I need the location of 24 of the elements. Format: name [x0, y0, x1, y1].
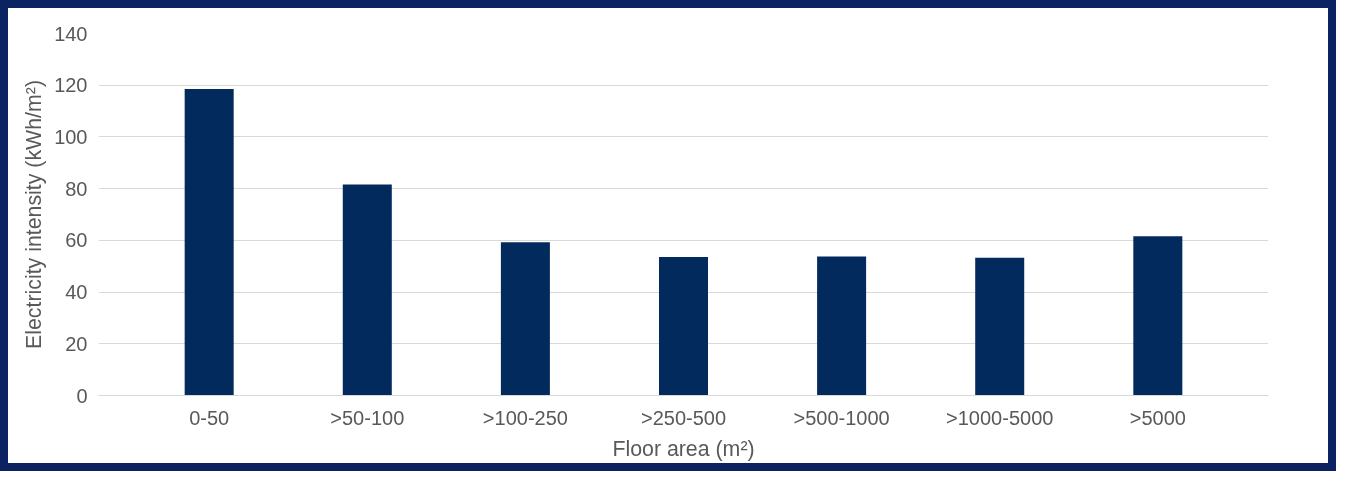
x-tick-label: 0-50 [189, 406, 230, 429]
x-tick-label: >250-500 [640, 406, 727, 429]
y-tick-label: 120 [54, 74, 88, 97]
y-tick-label: 0 [76, 384, 88, 407]
bar [975, 257, 1025, 396]
bar [184, 89, 234, 396]
y-tick-label: 100 [54, 125, 88, 148]
y-tick-label: 140 [54, 22, 88, 45]
x-axis-title: Floor area (m²) [612, 436, 755, 461]
y-tick-label: 60 [65, 229, 88, 252]
y-tick-label: 80 [65, 177, 88, 200]
x-tick-label: >100-250 [482, 406, 568, 429]
x-tick-label: >500-1000 [793, 406, 890, 429]
x-tick-label: >1000-5000 [946, 406, 1054, 429]
bar [500, 242, 550, 396]
y-axis-title: Electricity intensity (kWh/m²) [22, 80, 47, 349]
bar [658, 256, 709, 396]
bar [817, 256, 867, 396]
x-tick-label: >50-100 [330, 406, 405, 429]
y-tick-label: 20 [65, 332, 88, 355]
y-tick-label: 40 [65, 281, 88, 304]
x-tick-label: >5000 [1129, 406, 1186, 429]
bar [342, 184, 392, 396]
bar [1133, 236, 1183, 396]
